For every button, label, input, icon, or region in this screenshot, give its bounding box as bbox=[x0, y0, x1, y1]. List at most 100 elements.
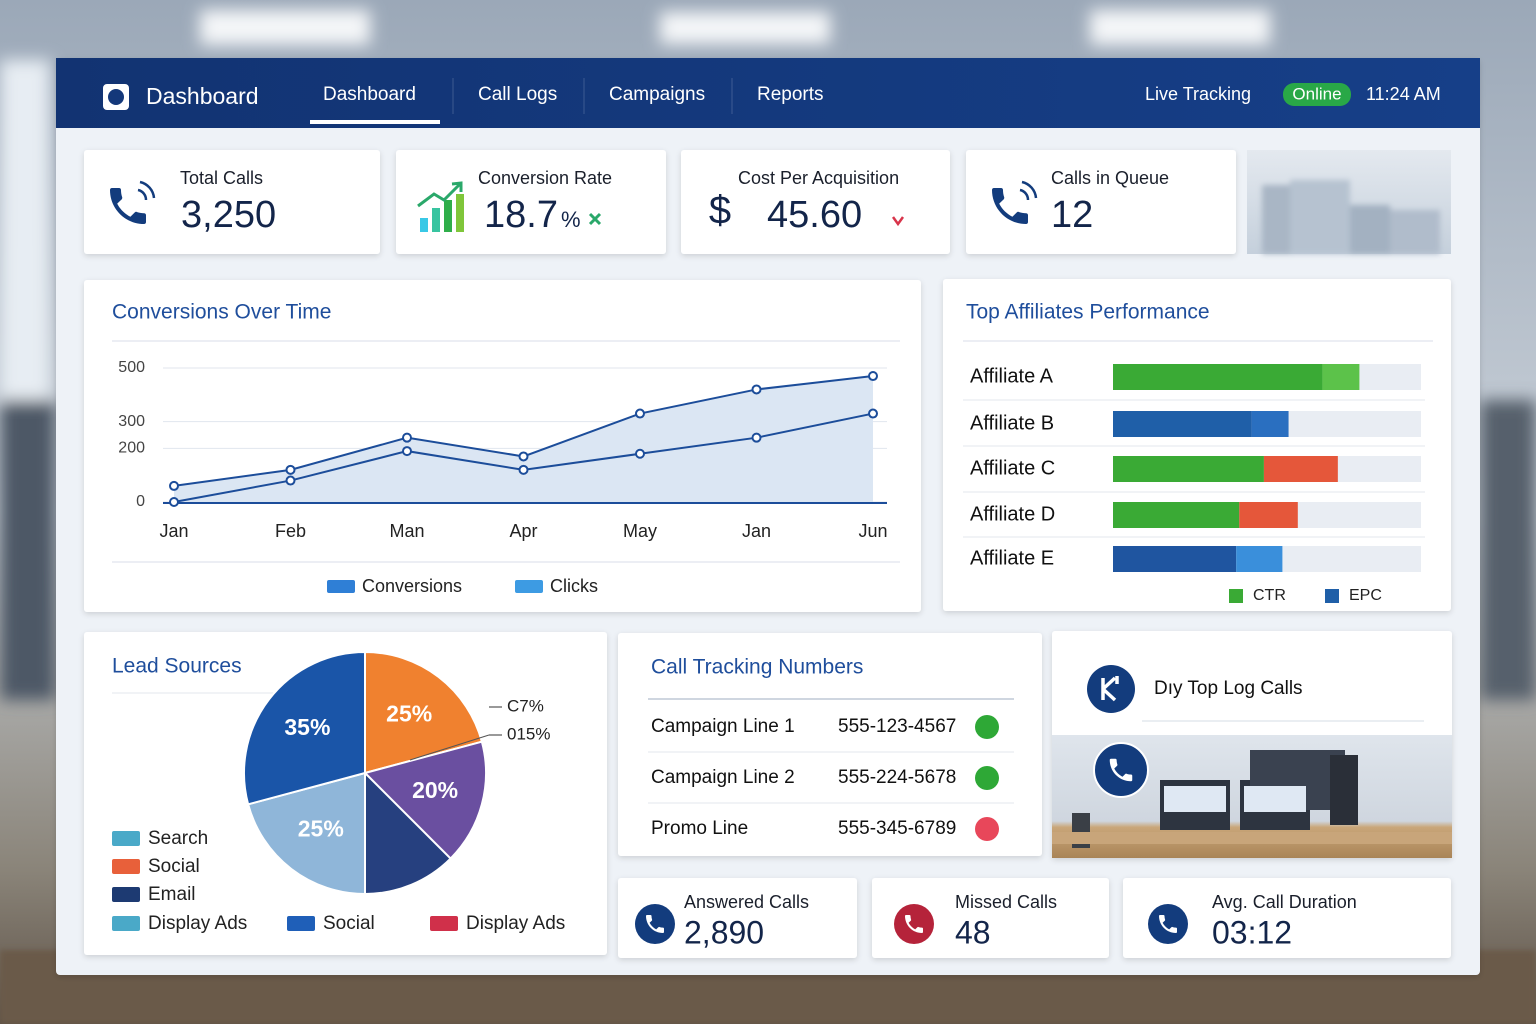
x-tick-label: Jun bbox=[858, 521, 887, 541]
legend-label: Email bbox=[148, 884, 196, 905]
logo-dot bbox=[108, 89, 124, 105]
growth-arrow-icon bbox=[417, 181, 463, 208]
legend-label: EPC bbox=[1349, 587, 1382, 604]
nav-item[interactable]: Dashboard bbox=[323, 84, 416, 105]
stat-label: Missed Calls bbox=[955, 892, 1057, 912]
legend-swatch bbox=[430, 916, 458, 931]
x-tick-label: Jan bbox=[742, 521, 771, 541]
bar-segment bbox=[1236, 546, 1283, 572]
clock: 11:24 AM bbox=[1366, 84, 1441, 104]
building bbox=[1290, 180, 1350, 254]
annotation: C7% bbox=[507, 696, 544, 715]
kpi-label: Conversion Rate bbox=[478, 168, 612, 188]
kpi-value: 18.7 bbox=[484, 194, 558, 236]
kpi-value: 45.60 bbox=[767, 194, 862, 236]
nav-item[interactable]: Call Logs bbox=[478, 84, 557, 105]
phone-number: 555-224-5678 bbox=[838, 767, 956, 788]
legend-label: Display Ads bbox=[148, 913, 247, 934]
growth-bar-icon bbox=[420, 218, 428, 232]
bar-segment bbox=[1113, 502, 1240, 528]
bar-segment bbox=[1113, 456, 1264, 482]
kpi-label: Cost Per Acquisition bbox=[738, 168, 899, 188]
active-tab-underline bbox=[310, 120, 440, 124]
bar-segment bbox=[1113, 411, 1252, 437]
brand-title: Dashboard bbox=[146, 83, 259, 109]
nav-item[interactable]: Campaigns bbox=[609, 84, 705, 105]
kpi-card bbox=[84, 150, 380, 254]
building bbox=[1390, 210, 1440, 254]
legend-label: Clicks bbox=[550, 576, 598, 596]
building bbox=[1262, 185, 1292, 254]
legend-swatch bbox=[112, 831, 140, 846]
stat-value: 03:12 bbox=[1212, 914, 1292, 950]
point bbox=[169, 480, 179, 491]
x-tick-label: Man bbox=[389, 521, 424, 541]
area bbox=[174, 376, 873, 502]
kpi-value: 12 bbox=[1051, 194, 1093, 236]
y-tick-label: 200 bbox=[118, 440, 145, 457]
legend-swatch bbox=[1325, 589, 1339, 603]
line-name: Campaign Line 1 bbox=[651, 716, 795, 737]
kpi-value: 3,250 bbox=[181, 194, 276, 236]
kpi-label: Calls in Queue bbox=[1051, 168, 1169, 188]
status-pill bbox=[1283, 83, 1351, 106]
legend-swatch bbox=[112, 916, 140, 931]
status-dot bbox=[975, 766, 999, 790]
point bbox=[635, 448, 645, 459]
x-tick-label: May bbox=[623, 521, 657, 541]
screen bbox=[1244, 786, 1306, 812]
desk-surface bbox=[1052, 832, 1452, 844]
point bbox=[402, 446, 412, 457]
x-tick-label: Feb bbox=[275, 521, 306, 541]
kpi-label: Total Calls bbox=[180, 168, 263, 188]
chart-title: Conversions Over Time bbox=[112, 301, 331, 324]
y-tick-label: 500 bbox=[118, 359, 145, 376]
point bbox=[285, 475, 296, 486]
office-photo-shapes bbox=[1052, 750, 1452, 848]
top-bar bbox=[56, 58, 1480, 128]
table-card bbox=[618, 633, 1042, 856]
nav-item[interactable]: Reports bbox=[757, 84, 824, 105]
trend-down-mark bbox=[891, 216, 905, 227]
annotation: 015% bbox=[507, 724, 550, 743]
screen bbox=[1164, 786, 1226, 812]
kpi-card bbox=[681, 150, 950, 254]
signal-waves bbox=[1019, 180, 1038, 201]
chart-card bbox=[84, 280, 921, 612]
point bbox=[868, 371, 878, 382]
y-tick-label: 0 bbox=[136, 493, 145, 510]
legend-label: Conversions bbox=[362, 576, 462, 596]
chart-title: Top Affiliates Performance bbox=[966, 301, 1210, 324]
phone-number: 555-123-4567 bbox=[838, 716, 956, 737]
stat-icon bbox=[1148, 904, 1188, 944]
legend-label: CTR bbox=[1253, 587, 1286, 604]
category-label: Affiliate C bbox=[970, 457, 1055, 479]
bar-segment bbox=[1263, 456, 1338, 482]
line-name: Promo Line bbox=[651, 818, 748, 839]
point bbox=[518, 464, 529, 475]
legend-swatch bbox=[1229, 589, 1243, 603]
bar-segment bbox=[1251, 411, 1289, 437]
x-tick-label: Apr bbox=[509, 521, 537, 541]
building bbox=[1350, 205, 1390, 254]
status-dot bbox=[975, 817, 999, 841]
pie-slice bbox=[246, 771, 366, 896]
card-title: Dıy Top Log Calls bbox=[1154, 678, 1303, 699]
point bbox=[402, 432, 412, 443]
stat-icon bbox=[894, 904, 934, 944]
kpi-card bbox=[966, 150, 1236, 254]
legend-label: Search bbox=[148, 828, 208, 849]
legend-swatch bbox=[112, 887, 140, 902]
category-label: Affiliate D bbox=[970, 503, 1055, 525]
slice-label: 20% bbox=[412, 777, 458, 803]
point bbox=[751, 432, 762, 443]
log-icon bbox=[1087, 665, 1135, 713]
kpi-unit: % bbox=[561, 207, 581, 232]
legend-swatch bbox=[112, 859, 140, 874]
point bbox=[285, 464, 296, 475]
legend-label: Display Ads bbox=[466, 913, 565, 934]
ceiling-lights bbox=[0, 10, 1536, 700]
legend-swatch bbox=[287, 916, 315, 931]
x-tick-label: Jan bbox=[159, 521, 188, 541]
